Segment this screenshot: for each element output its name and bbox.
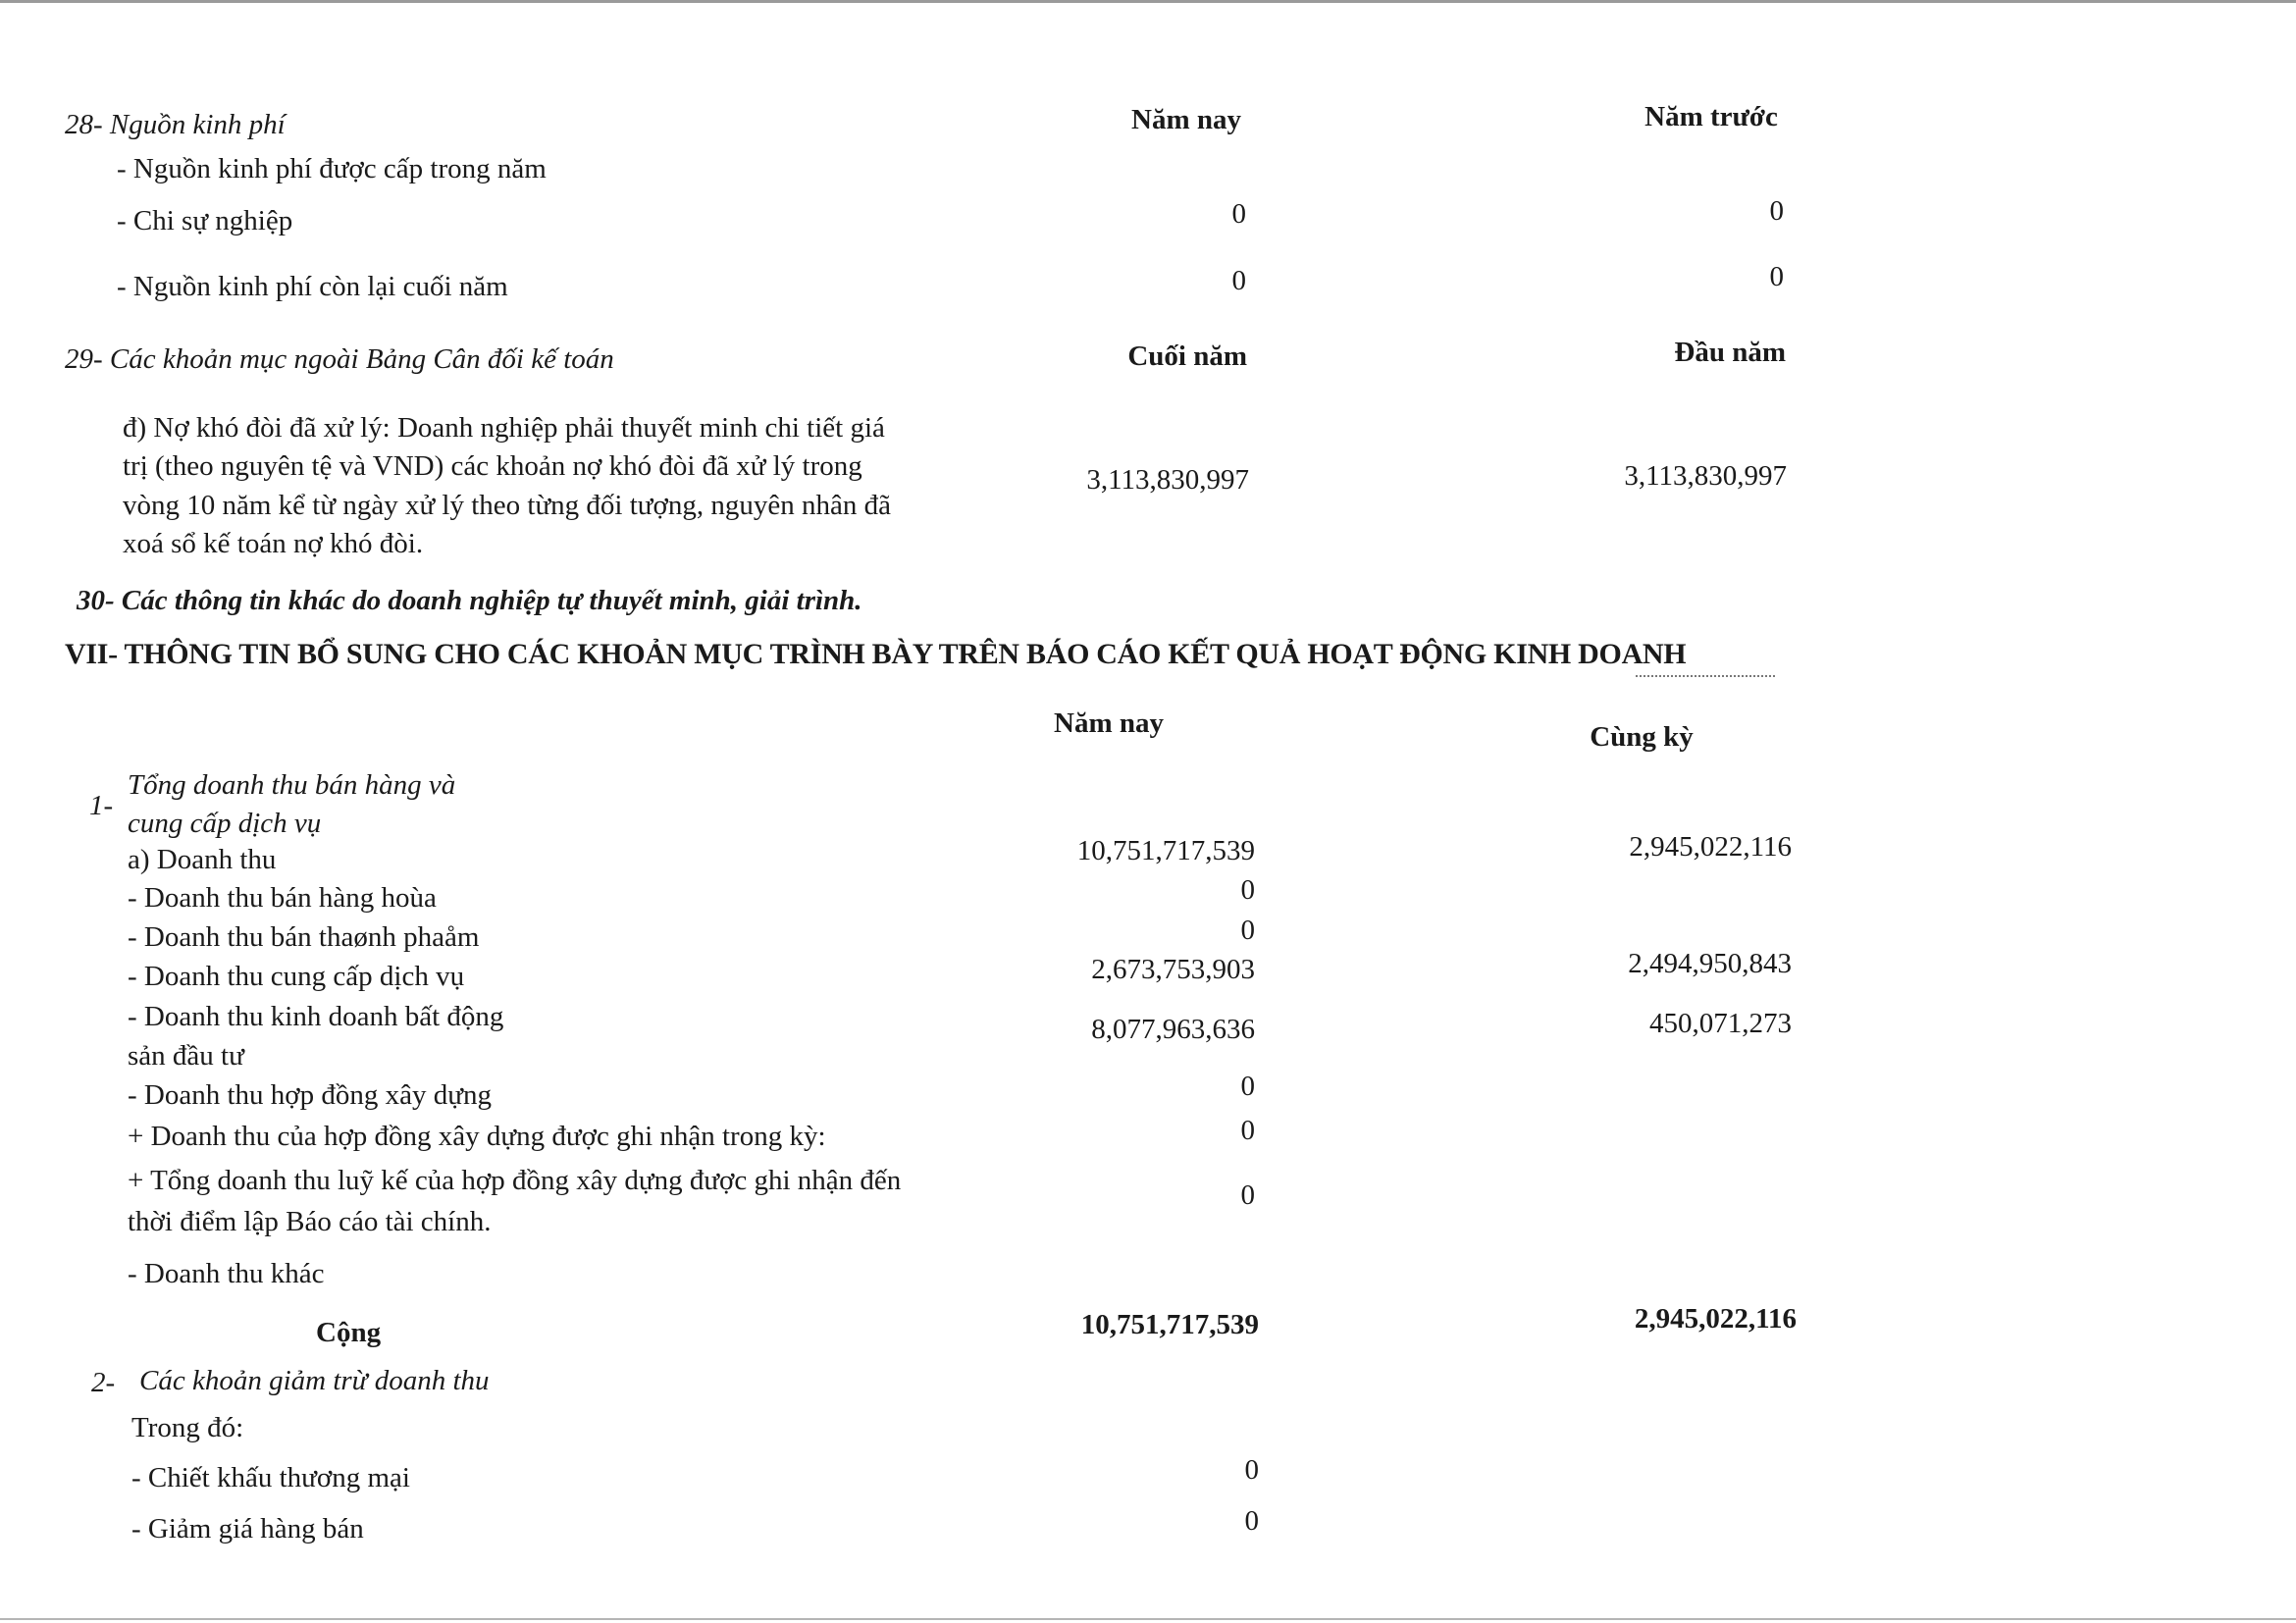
value-same-period: 2,494,950,843 [1628, 948, 1792, 979]
value-current: 0 [1231, 265, 1247, 296]
row-label: - Chiết khấu thương mại [131, 1462, 410, 1493]
value-current: 0 [1240, 874, 1256, 906]
value-same-period: 450,071,273 [1649, 1008, 1792, 1039]
col-header-beginning-of-year: Đầu năm [1674, 337, 1786, 368]
section-vii-heading: VII- THÔNG TIN BỔ SUNG CHO CÁC KHOẢN MỤC… [65, 638, 1687, 670]
row-label: - Nguồn kinh phí còn lại cuối năm [117, 271, 508, 302]
paragraph-line: xoá sổ kế toán nợ khó đòi. [123, 528, 424, 559]
col-header-end-of-year: Cuối năm [1127, 340, 1247, 372]
item-1-number: 1- [89, 790, 114, 821]
value-previous: 0 [1769, 195, 1785, 227]
row-label-cont: sản đầu tư [128, 1040, 244, 1072]
row-label: + Tổng doanh thu luỹ kế của hợp đồng xây… [128, 1165, 902, 1196]
row-label: - Doanh thu hợp đồng xây dựng [128, 1079, 492, 1111]
value-current: 0 [1231, 198, 1247, 230]
row-label: - Chi sự nghiệp [117, 205, 293, 236]
col-header-current-year: Năm nay [1131, 104, 1241, 135]
item-2-title: Các khoản giảm trừ doanh thu [139, 1365, 490, 1396]
section-30-title: 30- Các thông tin khác do doanh nghiệp t… [77, 585, 862, 616]
value-current: 2,673,753,903 [1091, 954, 1255, 985]
row-label: - Doanh thu khác [128, 1258, 325, 1289]
row-label: - Doanh thu bán thaønh phaåm [128, 921, 480, 953]
value-current: 0 [1244, 1454, 1260, 1486]
col-header-same-period: Cùng kỳ [1590, 721, 1694, 753]
section-28-title: 28- Nguồn kinh phí [65, 109, 286, 140]
row-label: - Doanh thu bán hàng hoùa [128, 882, 437, 914]
row-label: - Giảm giá hàng bán [131, 1513, 364, 1544]
row-label: - Doanh thu cung cấp dịch vụ [128, 961, 465, 992]
total-same-period: 2,945,022,116 [1634, 1303, 1797, 1335]
dotted-mark [1636, 675, 1775, 677]
value-current: 10,751,717,539 [1076, 835, 1255, 866]
total-label: Cộng [316, 1317, 382, 1348]
row-label: + Doanh thu của hợp đồng xây dựng được g… [128, 1121, 826, 1152]
value-current: 8,077,963,636 [1091, 1014, 1255, 1045]
value-current: 0 [1240, 1179, 1256, 1211]
row-label: - Nguồn kinh phí được cấp trong năm [117, 153, 547, 184]
value-current: 0 [1244, 1505, 1260, 1537]
value-beginning-of-year: 3,113,830,997 [1624, 460, 1787, 492]
value-same-period: 2,945,022,116 [1629, 831, 1792, 863]
row-label: - Doanh thu kinh doanh bất động [128, 1001, 504, 1032]
paragraph-line: trị (theo nguyên tệ và VND) các khoản nợ… [123, 450, 862, 482]
total-current: 10,751,717,539 [1080, 1309, 1259, 1340]
item-1-title: Tổng doanh thu bán hàng và [128, 769, 456, 801]
item-1-title-cont: cung cấp dịch vụ [128, 808, 322, 839]
sub-label: Trong đó: [131, 1412, 244, 1443]
col-header-current-year: Năm nay [1054, 707, 1164, 739]
value-end-of-year: 3,113,830,997 [1086, 464, 1249, 496]
value-previous: 0 [1769, 261, 1785, 292]
scan-border-bottom [0, 1618, 2296, 1620]
scan-border-top [0, 0, 2296, 3]
value-current: 0 [1240, 1115, 1256, 1146]
paragraph-line: vòng 10 năm kể từ ngày xử lý theo từng đ… [123, 490, 891, 521]
paragraph-line: đ) Nợ khó đòi đã xử lý: Doanh nghiệp phả… [123, 412, 885, 444]
item-2-number: 2- [91, 1367, 116, 1398]
value-current: 0 [1240, 915, 1256, 946]
section-29-title: 29- Các khoản mục ngoài Bảng Cân đối kế … [65, 343, 614, 375]
value-current: 0 [1240, 1071, 1256, 1102]
row-label-cont: thời điểm lập Báo cáo tài chính. [128, 1206, 492, 1237]
col-header-previous-year: Năm trước [1644, 101, 1778, 132]
row-label: a) Doanh thu [128, 844, 277, 875]
